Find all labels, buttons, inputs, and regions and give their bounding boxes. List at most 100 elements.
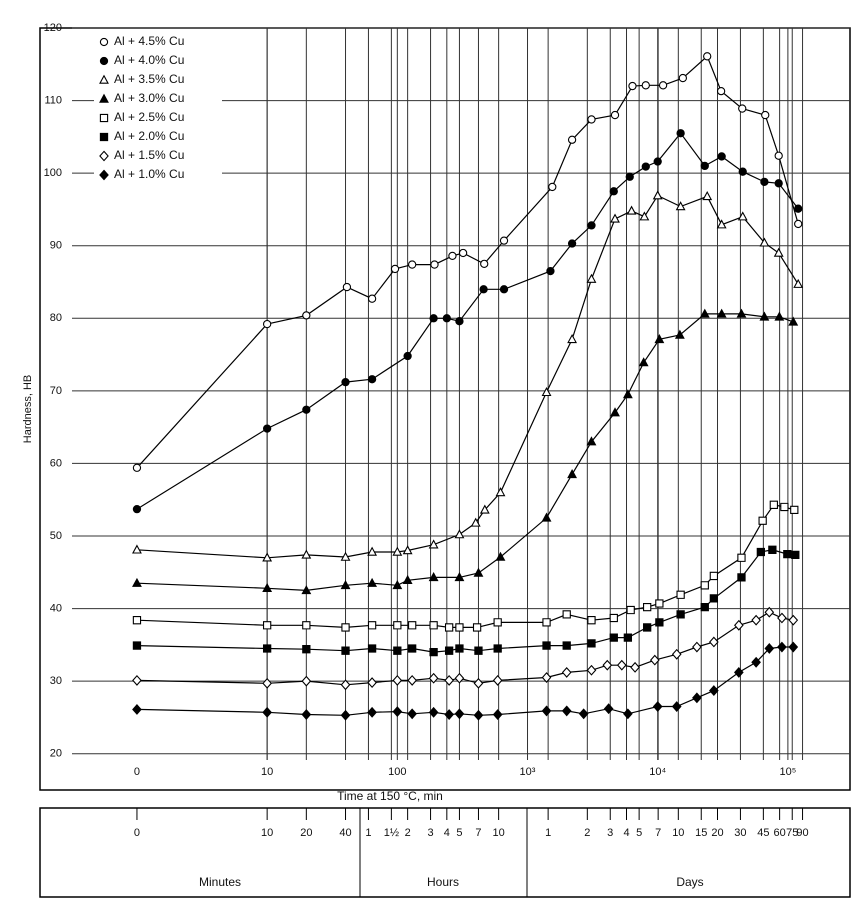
- data-point: [624, 709, 632, 718]
- x-tick-label: 100: [388, 766, 406, 778]
- legend-marker: [100, 38, 107, 45]
- data-point: [543, 619, 550, 626]
- data-point: [795, 220, 802, 227]
- data-point: [456, 318, 463, 325]
- y-tick-label: 100: [44, 167, 62, 179]
- series-line: [137, 196, 798, 558]
- data-point: [343, 283, 350, 290]
- data-point: [642, 82, 649, 89]
- data-point: [302, 677, 310, 686]
- data-point: [455, 709, 463, 718]
- x2-tick-label: 60: [773, 827, 785, 839]
- data-point: [656, 619, 663, 626]
- data-point: [703, 192, 711, 199]
- data-point: [133, 705, 141, 714]
- data-point: [264, 425, 271, 432]
- y-axis-label: Hardness, HB: [22, 375, 34, 443]
- y-tick-label: 60: [50, 457, 62, 469]
- x2-tick-label: 40: [339, 827, 351, 839]
- data-point: [757, 548, 764, 555]
- data-point: [409, 261, 416, 268]
- data-point: [368, 376, 375, 383]
- data-point: [769, 546, 776, 553]
- data-point: [431, 261, 438, 268]
- y-tick-label: 90: [50, 240, 62, 252]
- data-point: [263, 708, 271, 717]
- x2-tick-label: 1½: [384, 827, 399, 839]
- data-point: [610, 188, 617, 195]
- y-tick-label: 30: [50, 675, 62, 687]
- data-point: [710, 595, 717, 602]
- data-point: [775, 180, 782, 187]
- data-point: [710, 686, 718, 695]
- data-point: [701, 604, 708, 611]
- series-line: [137, 56, 798, 468]
- data-point: [342, 647, 349, 654]
- data-point: [784, 551, 791, 558]
- y-tick-label: 110: [44, 94, 62, 106]
- x2-tick-label: 10: [493, 827, 505, 839]
- data-point: [494, 619, 501, 626]
- data-point: [443, 315, 450, 322]
- data-point: [762, 111, 769, 118]
- data-point: [677, 130, 684, 137]
- x2-tick-label: 4: [444, 827, 450, 839]
- data-point: [409, 622, 416, 629]
- data-point: [781, 503, 788, 510]
- data-point: [704, 53, 711, 60]
- data-point: [445, 710, 453, 719]
- data-point: [775, 152, 782, 159]
- data-point: [302, 551, 310, 558]
- data-point: [500, 286, 507, 293]
- data-point: [710, 637, 718, 646]
- data-point: [626, 173, 633, 180]
- data-point: [588, 640, 595, 647]
- data-point: [587, 275, 595, 282]
- data-point: [549, 183, 556, 190]
- data-point: [611, 215, 619, 222]
- data-point: [778, 642, 786, 651]
- data-point: [394, 647, 401, 654]
- data-point: [792, 551, 799, 558]
- data-point: [543, 514, 551, 521]
- data-point: [775, 249, 783, 256]
- data-point: [640, 212, 648, 219]
- data-point: [342, 624, 349, 631]
- data-point: [580, 709, 588, 718]
- data-point: [568, 240, 575, 247]
- data-point: [644, 624, 651, 631]
- legend-label: Al + 2.5% Cu: [114, 110, 184, 124]
- y-tick-label: 40: [50, 602, 62, 614]
- x2-tick-label: 0: [134, 827, 140, 839]
- data-point: [342, 379, 349, 386]
- data-point: [611, 111, 618, 118]
- legend-label: Al + 3.5% Cu: [114, 72, 184, 86]
- data-point: [605, 704, 613, 713]
- data-point: [701, 582, 708, 589]
- data-point: [624, 634, 631, 641]
- data-point: [264, 622, 271, 629]
- data-point: [133, 546, 141, 553]
- data-point: [563, 706, 571, 715]
- data-point: [430, 622, 437, 629]
- data-point: [718, 88, 725, 95]
- x-tick-label: 10⁴: [649, 766, 666, 778]
- data-point: [455, 530, 463, 537]
- data-point: [394, 622, 401, 629]
- legend-label: Al + 3.0% Cu: [114, 91, 184, 105]
- data-point: [627, 606, 634, 613]
- x2-tick-label: 4: [623, 827, 629, 839]
- legend-marker: [100, 133, 107, 140]
- x2-tick-label: 20: [300, 827, 312, 839]
- y-tick-label: 120: [44, 22, 62, 34]
- data-point: [264, 320, 271, 327]
- x2-tick-label: 15: [695, 827, 707, 839]
- data-point: [610, 614, 617, 621]
- data-point: [263, 679, 271, 688]
- x2-tick-label: 1: [365, 827, 371, 839]
- data-point: [791, 506, 798, 513]
- x2-tick-label: 5: [456, 827, 462, 839]
- data-point: [761, 178, 768, 185]
- legend-label: Al + 1.5% Cu: [114, 148, 184, 162]
- data-point: [693, 642, 701, 651]
